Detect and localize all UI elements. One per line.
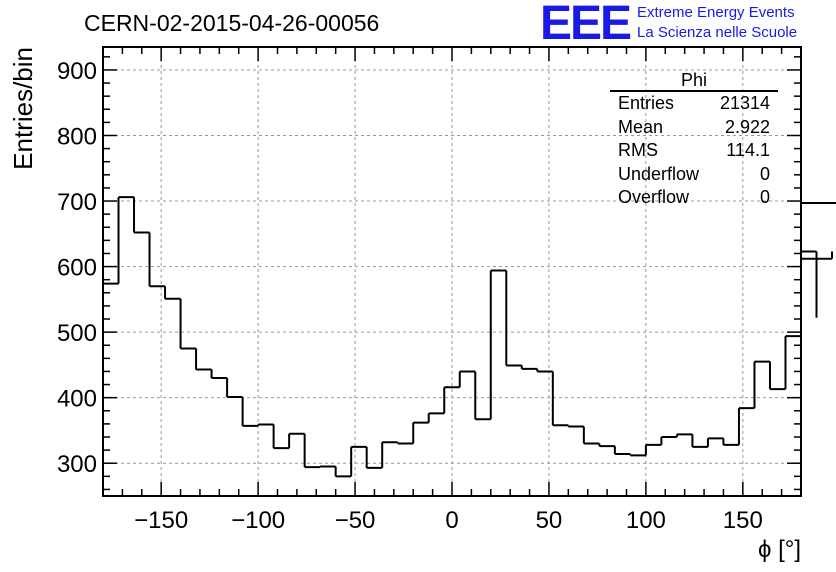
y-tick-label: 400: [57, 386, 97, 413]
y-tick-label: 700: [57, 189, 97, 216]
histogram-bin: [241, 397, 259, 427]
stats-row-overflow: Overflow 0: [610, 186, 778, 210]
histogram-bin: [148, 232, 166, 288]
stats-row-underflow: Underflow 0: [610, 163, 778, 187]
stats-box: Phi Entries 21314 Mean 2.922 RMS 114.1 U…: [610, 70, 778, 210]
histogram-bin: [303, 433, 321, 469]
histogram-bin: [427, 412, 445, 423]
x-axis-ticks: −150 −100 −50 0 50 100 150: [102, 47, 802, 534]
histogram-bin: [195, 348, 212, 371]
y-axis-ticks: 300 400 500 600 700 800 900: [57, 56, 801, 491]
histogram-bin: [474, 371, 491, 421]
histogram-bin: [489, 269, 507, 420]
histogram-bin: [133, 197, 150, 234]
histogram-bin: [334, 466, 352, 478]
stats-value: 2.922: [724, 116, 770, 137]
histogram-bin: [226, 378, 243, 399]
y-axis-label: Entries/bin: [8, 47, 38, 170]
histogram-bin: [117, 196, 135, 284]
histogram-bin: [520, 365, 538, 370]
x-tick-label: −50: [335, 507, 376, 534]
stats-value: 0: [759, 187, 770, 207]
x-tick-label: 150: [723, 507, 763, 534]
stats-value: 0: [759, 163, 770, 184]
y-tick-label: 800: [57, 123, 97, 150]
histogram-bin: [319, 465, 336, 468]
histogram-bin: [551, 371, 569, 427]
stats-row-rms: RMS 114.1: [610, 139, 778, 163]
histogram-bin: [164, 286, 181, 300]
y-tick-label: 900: [57, 58, 97, 85]
histogram-bin: [644, 443, 662, 456]
y-tick-label: 300: [57, 451, 97, 478]
histogram-bin: [660, 436, 677, 445]
y-tick-label: 600: [57, 255, 97, 282]
grid-lines: [103, 47, 801, 496]
x-tick-label: 0: [445, 507, 458, 534]
histogram-bin: [396, 442, 414, 445]
y-tick-label: 500: [57, 320, 97, 347]
histogram-bin: [675, 433, 693, 438]
histogram-bin: [350, 445, 367, 477]
histogram-bin: [210, 369, 228, 380]
histogram-bins: [103, 196, 836, 478]
plot-title: CERN-02-2015-04-26-00056: [84, 10, 380, 36]
histogram-bin: [458, 370, 476, 388]
histogram-bin: [706, 437, 724, 447]
histogram-bin: [536, 368, 553, 373]
histogram-bin: [381, 441, 398, 468]
stats-row-mean: Mean 2.922: [610, 116, 778, 140]
histogram-bin: [629, 454, 646, 457]
histogram-bin: [801, 250, 818, 318]
histogram-bin: [179, 298, 197, 350]
histogram-bin: [691, 434, 708, 448]
histogram-bin: [272, 424, 290, 450]
histogram-bin: [722, 438, 739, 446]
x-tick-label: −150: [134, 507, 188, 534]
histogram-bin: [801, 251, 834, 260]
logo-line-1: Extreme Energy Events: [637, 4, 795, 21]
histogram-bin: [257, 423, 274, 426]
histogram-bin: [505, 270, 522, 367]
histogram-bin: [412, 421, 429, 444]
histogram-bin: [753, 360, 770, 409]
histogram-bin: [613, 446, 631, 456]
eee-logo: EEE: [540, 0, 632, 50]
stats-value: 114.1: [726, 140, 770, 160]
histogram-bin: [737, 407, 755, 445]
stats-label: Entries: [618, 93, 675, 113]
histogram-bin: [784, 335, 801, 390]
histogram-bin: [443, 386, 460, 414]
stats-value: 21314: [719, 93, 770, 113]
x-tick-label: −100: [231, 507, 285, 534]
histogram-bin: [801, 202, 836, 205]
stats-row-entries: Entries 21314: [610, 92, 778, 116]
x-axis-label: ϕ [°]: [758, 536, 801, 563]
histogram-bin: [365, 446, 383, 469]
histogram-bin: [567, 425, 584, 428]
stats-label: Underflow: [618, 163, 700, 184]
stats-label: Overflow: [618, 187, 690, 207]
stats-label: Mean: [618, 116, 664, 137]
stats-title: Phi: [610, 70, 778, 92]
x-tick-label: 50: [536, 507, 563, 534]
histogram-bin: [582, 426, 600, 445]
histogram-bin: [288, 432, 305, 449]
histogram-bin: [768, 361, 786, 391]
logo-line-2: La Scienza nelle Scuole: [637, 24, 798, 41]
x-tick-label: 100: [626, 507, 666, 534]
histogram-bin: [598, 443, 615, 448]
stats-label: RMS: [618, 140, 658, 160]
